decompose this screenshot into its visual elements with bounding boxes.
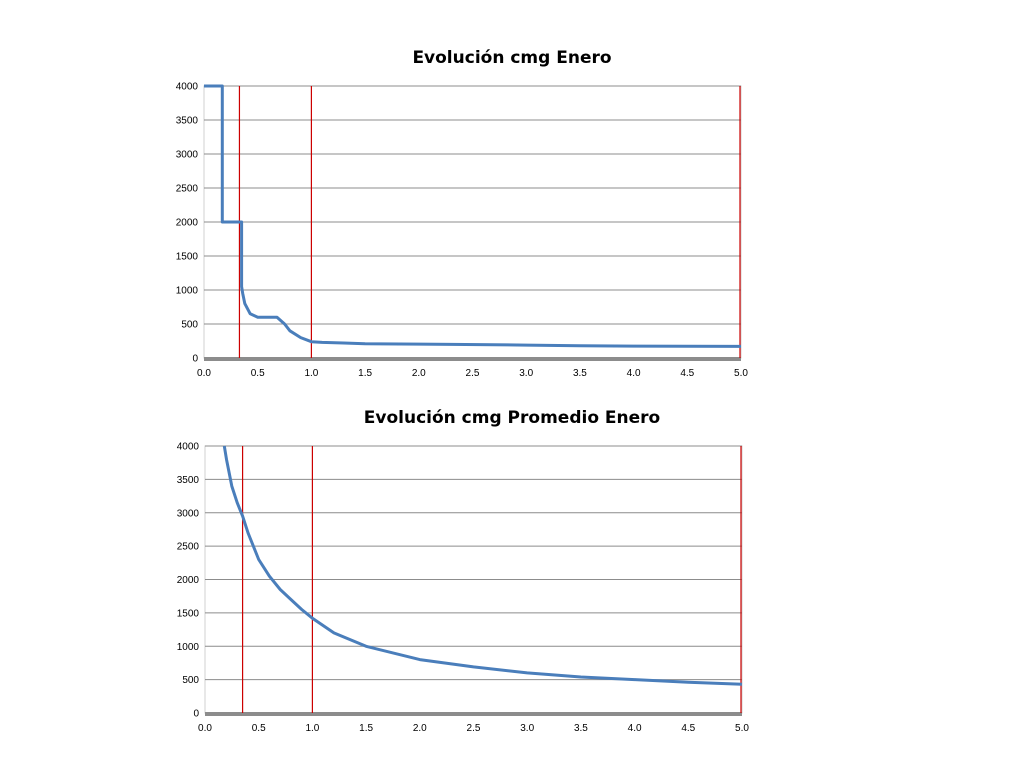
y-tick-label: 1500 bbox=[176, 252, 199, 263]
y-tick-label: 1000 bbox=[177, 642, 200, 653]
y-tick-label: 2500 bbox=[176, 184, 199, 195]
x-tick-label: 5.0 bbox=[734, 368, 748, 379]
series-line bbox=[204, 84, 742, 348]
chart-title: Evolución cmg Enero bbox=[412, 48, 612, 68]
y-tick-label: 3500 bbox=[176, 116, 199, 127]
x-tick-label: 4.0 bbox=[627, 368, 641, 379]
x-tick-label: 3.5 bbox=[574, 723, 588, 734]
x-tick-label: 4.5 bbox=[681, 723, 695, 734]
chart-cmg-promedio-enero: Evolución cmg Promedio Enero 0 500 1000 150… bbox=[0, 400, 1024, 740]
x-tick-label: 0.5 bbox=[251, 368, 265, 379]
x-tick-label: 5.0 bbox=[735, 723, 749, 734]
x-tick-label: 0.0 bbox=[198, 723, 212, 734]
y-tick-label: 1000 bbox=[176, 286, 199, 297]
series-line bbox=[222, 445, 743, 686]
y-tick-label: 4000 bbox=[177, 442, 200, 453]
y-tick-label: 0 bbox=[192, 354, 198, 365]
y-tick-label: 4000 bbox=[176, 82, 199, 93]
y-tick-label: 500 bbox=[181, 320, 198, 331]
y-tick-label: 2000 bbox=[177, 575, 200, 586]
chart-cmg-enero: Evolución cmg Enero 0 500 1000 1500 2000 2500… bbox=[0, 40, 1024, 385]
y-tick-label: 3000 bbox=[176, 150, 199, 161]
y-tick-label: 1500 bbox=[177, 608, 200, 619]
y-tick-label: 0 bbox=[193, 709, 199, 720]
x-tick-label: 2.0 bbox=[412, 368, 426, 379]
y-tick-label: 3000 bbox=[177, 508, 200, 519]
x-tick-label: 3.0 bbox=[520, 723, 534, 734]
y-tick-label: 500 bbox=[182, 675, 199, 686]
x-tick-label: 2.5 bbox=[467, 723, 481, 734]
y-tick-label: 2000 bbox=[176, 218, 199, 229]
x-tick-label: 2.5 bbox=[466, 368, 480, 379]
x-tick-label: 1.0 bbox=[304, 368, 318, 379]
x-tick-label: 0.5 bbox=[252, 723, 266, 734]
chart-title: Evolución cmg Promedio Enero bbox=[363, 408, 661, 428]
chart-plot: 0 500 1000 1500 2000 2500 3000 3500 4000 0.0 0.5 1.… bbox=[177, 442, 750, 735]
y-tick-label: 2500 bbox=[177, 542, 200, 553]
x-tick-label: 4.0 bbox=[628, 723, 642, 734]
x-tick-label: 1.5 bbox=[358, 368, 372, 379]
x-tick-label: 3.0 bbox=[519, 368, 533, 379]
y-tick-label: 3500 bbox=[177, 475, 200, 486]
x-tick-label: 4.5 bbox=[680, 368, 694, 379]
x-tick-label: 1.0 bbox=[305, 723, 319, 734]
x-tick-label: 0.0 bbox=[197, 368, 211, 379]
x-tick-label: 2.0 bbox=[413, 723, 427, 734]
chart-plot: 0 500 1000 1500 2000 2500 3000 3500 4000 0.0 0.5 1.… bbox=[176, 82, 749, 380]
x-tick-label: 3.5 bbox=[573, 368, 587, 379]
x-tick-label: 1.5 bbox=[359, 723, 373, 734]
